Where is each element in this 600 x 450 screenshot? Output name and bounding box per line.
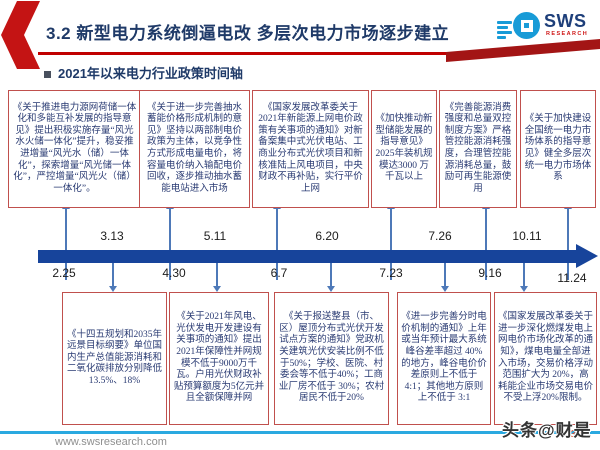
date-label: 4.30 (162, 266, 186, 280)
policy-box-top-2: 《关于进一步完善抽水蓄能价格形成机制的意见》坚持以两部制电价政策为主体，以竞争性… (139, 90, 250, 208)
connector-arrow-up (564, 203, 571, 280)
page-number: 32 (570, 429, 582, 440)
logo-line (497, 35, 506, 39)
policy-box-bottom-5: 《国家发展改革委关于进一步深化燃煤发电上网电价市场化改革的通知》，煤电电量全部进… (494, 292, 597, 425)
title-underline (38, 52, 446, 55)
connector-arrow-down (327, 263, 334, 292)
header-decoration (1, 1, 600, 69)
dark-red-band (446, 39, 600, 62)
red-chevron-icon (1, 1, 40, 69)
policy-text: 《国家发展改革委关于2021年新能源上网电价政策有关事项的通知》对新备案集中式光… (258, 102, 363, 194)
date-label: 11.24 (557, 271, 587, 285)
connector-arrow-down (109, 263, 116, 292)
policy-box-top-4: 《加快推动新型储能发展的指导意见》2025年装机规模达3000 万千瓦以上 (371, 90, 437, 208)
logo-square (520, 19, 533, 32)
square-bullet-icon (44, 71, 51, 78)
policy-text: 《完善能源消费强度和总量双控制度方案》严格管控能源消耗强度，合理管控能源消耗总量… (444, 102, 512, 194)
policy-text: 《关于推进电力源网荷储一体化和多能互补发展的指导意见》提出积极实施存量“风光水火… (12, 102, 137, 194)
policy-text: 《关于进一步完善抽水蓄能价格形成机制的意见》坚持以两部制电价政策为主体，以竞争性… (146, 102, 242, 194)
footer-url: www.swsresearch.com (55, 436, 167, 448)
date-label: 7.23 (379, 266, 403, 280)
policy-text: 《进一步完善分时电价机制的通知》上年或当年预计最大系统峰谷差率超过 40%的地方… (401, 312, 487, 404)
policy-box-top-1: 《关于推进电力源网荷储一体化和多能互补发展的指导意见》提出积极实施存量“风光水火… (8, 90, 141, 208)
logo-line (497, 30, 512, 34)
policy-text: 《关于报送整县（市、区）屋顶分布式光伏开发试点方案的通知》党政机关建筑光伏安装比… (278, 312, 385, 404)
policy-text: 《十四五规划和2035年远景目标纲要》单位国内生产总值能源消耗和二氧化碳排放分别… (66, 329, 162, 386)
policy-box-bottom-2: 《关于2021年风电、光伏发电开发建设有关事项的通知》提出2021年保障性并网规… (169, 292, 269, 425)
date-label: 10.11 (512, 229, 542, 243)
logo-speed-lines-icon (497, 21, 512, 41)
date-label: 2.25 (52, 266, 76, 280)
policy-box-bottom-1: 《十四五规划和2035年远景目标纲要》单位国内生产总值能源消耗和二氧化碳排放分别… (62, 292, 167, 425)
date-label: 6.7 (270, 266, 288, 280)
page-title: 3.2 新型电力系统倒逼电改 多层次电力市场逐步建立 (46, 24, 450, 43)
policy-text: 《加快推动新型储能发展的指导意见》2025年装机规模达3000 万千瓦以上 (375, 114, 433, 183)
watermark: 头条@财是 (502, 421, 592, 440)
policy-text: 《关于2021年风电、光伏发电开发建设有关事项的通知》提出2021年保障性并网规… (173, 312, 265, 404)
connector-arrow-down (520, 263, 527, 292)
policy-text: 《关于加快建设全国统一电力市场体系的指导意见》健全多层次统一电力市场体系 (524, 114, 592, 183)
logo-text: SWS (544, 11, 587, 31)
policy-text: 《国家发展改革委关于进一步深化燃煤发电上网电价市场化改革的通知》，煤电电量全部进… (498, 312, 594, 404)
policy-box-top-3: 《国家发展改革委关于2021年新能源上网电价政策有关事项的通知》对新备案集中式光… (252, 90, 369, 208)
connector-arrow-down (213, 263, 220, 292)
date-label: 3.13 (100, 229, 124, 243)
policy-box-top-6: 《关于加快建设全国统一电力市场体系的指导意见》健全多层次统一电力市场体系 (520, 90, 596, 208)
logo-line (497, 21, 512, 24)
date-label: 6.20 (315, 229, 339, 243)
section-heading: 2021年以来电力行业政策时间轴 (58, 66, 243, 81)
policy-box-top-5: 《完善能源消费强度和总量双控制度方案》严格管控能源消耗强度，合理管控能源消耗总量… (439, 90, 517, 208)
sws-logo-icon (513, 12, 540, 39)
timeline-arrowhead-icon (576, 244, 598, 268)
policy-box-bottom-4: 《进一步完善分时电价机制的通知》上年或当年预计最大系统峰谷差率超过 40%的地方… (397, 292, 491, 425)
date-label: 9.16 (478, 266, 502, 280)
connector-arrow-down (441, 263, 448, 292)
date-label: 7.26 (428, 229, 452, 243)
footer-divider (0, 431, 600, 434)
logo-subtext: RESEARCH (546, 31, 589, 37)
logo-line (497, 25, 508, 29)
date-label: 5.11 (203, 229, 227, 243)
timeline-bar (38, 250, 578, 263)
policy-box-bottom-3: 《关于报送整县（市、区）屋顶分布式光伏开发试点方案的通知》党政机关建筑光伏安装比… (274, 292, 389, 425)
